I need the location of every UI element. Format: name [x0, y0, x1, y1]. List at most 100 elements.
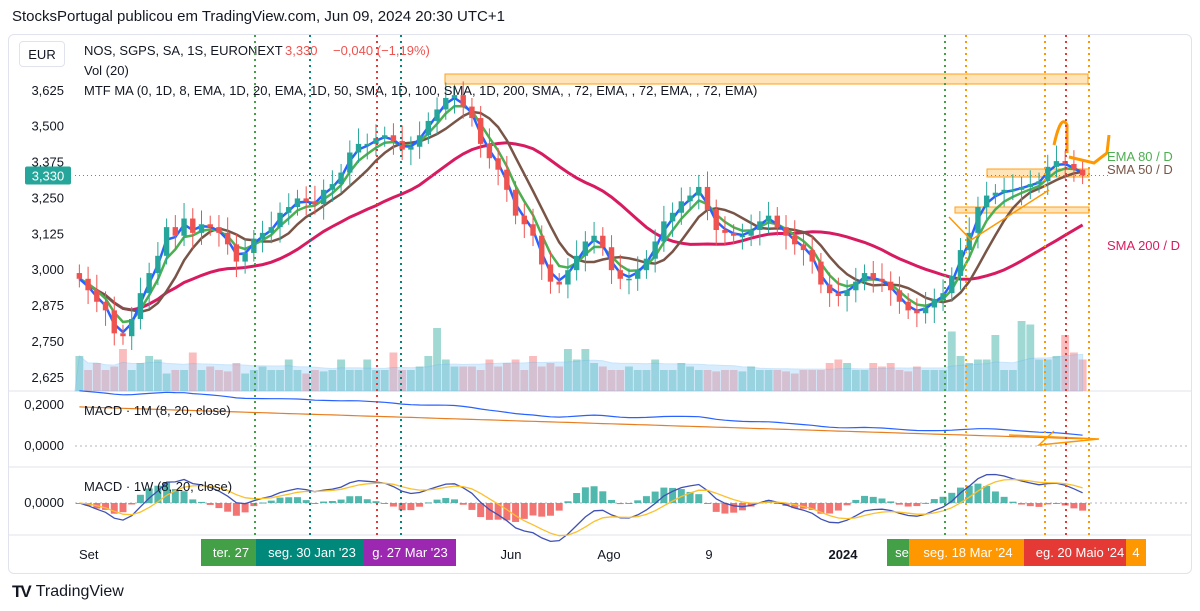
- volume-bar: [982, 359, 991, 391]
- candle-body: [696, 186, 702, 196]
- macd2-hist-bar: [1009, 501, 1017, 503]
- macd1-signal: [79, 406, 1083, 440]
- volume-bar: [703, 370, 712, 391]
- macd2-hist-bar: [189, 499, 197, 503]
- macd2-hist-bar: [616, 503, 624, 505]
- macd2-hist-bar: [267, 500, 275, 503]
- volume-bar: [974, 359, 982, 391]
- macd2-hist-bar: [983, 485, 991, 503]
- volume-bar: [153, 359, 162, 391]
- macd2-hist-bar: [730, 503, 738, 513]
- event-label-text: eg. 20 Maio '24: [1036, 545, 1125, 560]
- macd2-hist-bar: [974, 483, 982, 503]
- candle-body: [774, 215, 780, 228]
- candle-body: [713, 209, 719, 230]
- price-tick: 3,375: [31, 155, 64, 170]
- time-label: 9: [705, 547, 712, 562]
- macd2-hist-bar: [328, 500, 336, 503]
- volume-bar: [1078, 359, 1087, 391]
- macd2-hist-bar: [546, 503, 554, 516]
- candle-body: [163, 227, 170, 256]
- candle-body: [704, 186, 711, 210]
- volume-bar: [860, 370, 869, 391]
- volume-bar: [1000, 370, 1009, 391]
- chart-frame[interactable]: 3,625 3,500 3,375 3,250 3,125 3,000 2,875 2,750…: [8, 34, 1192, 574]
- volume-bar: [415, 366, 424, 391]
- volume-bar: [389, 352, 398, 391]
- candle-body: [146, 273, 152, 294]
- volume-bar: [659, 370, 668, 391]
- volume-bar: [337, 359, 346, 391]
- volume-bar: [625, 366, 633, 391]
- candle-body: [320, 189, 327, 205]
- annotation-curve: [1052, 120, 1069, 153]
- macd2-hist-bar: [590, 486, 598, 503]
- volume-bar: [75, 356, 84, 391]
- currency-badge[interactable]: EUR: [19, 41, 65, 67]
- candle-body: [983, 195, 990, 208]
- volume-bar: [380, 370, 389, 391]
- candle-body: [591, 235, 597, 242]
- candle-body: [931, 298, 938, 308]
- volume-bar: [302, 373, 311, 391]
- macd2-hist-bar: [372, 501, 380, 503]
- volume-bar: [232, 363, 241, 391]
- volume-bar: [668, 370, 677, 391]
- volume-bar: [476, 370, 485, 391]
- price-tick: 3,000: [31, 262, 64, 277]
- macd2-hist-bar: [276, 497, 284, 503]
- ma-label: SMA 200 / D: [1107, 238, 1180, 253]
- price-chart[interactable]: 3,625 3,500 3,375 3,250 3,125 3,000 2,875 2,750…: [9, 35, 1192, 574]
- volume-bar: [441, 359, 450, 391]
- volume-bar: [92, 363, 101, 391]
- candle-body: [853, 281, 859, 291]
- volume-bar: [328, 370, 337, 391]
- volume-bar: [354, 370, 363, 391]
- macd2-label: MACD · 1W (8, 20, close): [84, 479, 232, 494]
- candle-body: [303, 198, 309, 202]
- candle-body: [251, 238, 257, 253]
- volume-bar: [1026, 324, 1035, 391]
- volume-bar: [729, 370, 738, 391]
- volume-bar: [677, 363, 686, 391]
- macd2-hist-bar: [215, 503, 223, 509]
- candle-body: [608, 247, 615, 271]
- candle-body: [1045, 166, 1051, 182]
- volume-ma-area: [74, 353, 1084, 392]
- legend-price: 3,330: [285, 43, 318, 58]
- volume-bar: [1035, 359, 1043, 391]
- tradingview-logo[interactable]: TV TradingView: [12, 582, 124, 602]
- volume-bar: [590, 363, 599, 391]
- candle-body: [722, 230, 728, 233]
- event-label-chip: [364, 539, 456, 566]
- macd2-hist-bar: [198, 501, 205, 503]
- candle-body: [382, 135, 388, 139]
- tradingview-logo-icon: TV: [12, 582, 32, 601]
- volume-bar: [878, 366, 886, 391]
- candle-body: [539, 235, 545, 265]
- macd2-hist-bar: [241, 503, 249, 513]
- volume-bar: [267, 370, 276, 391]
- macd2-hist-bar: [555, 503, 563, 511]
- candle-body: [120, 333, 126, 337]
- event-label-text: se: [895, 545, 909, 560]
- candle-body: [233, 244, 240, 262]
- candle-body: [565, 270, 571, 285]
- macd2-hist-bar: [320, 501, 328, 503]
- macd2-hist-bar: [581, 487, 589, 503]
- candle-body: [861, 273, 868, 282]
- volume-bar: [616, 370, 625, 391]
- event-label-chip: [201, 539, 261, 566]
- candle-body: [940, 293, 946, 299]
- candle-body: [1010, 189, 1016, 192]
- volume-bar: [1052, 356, 1061, 391]
- macd2-hist-bar: [991, 491, 999, 503]
- volume-bar: [912, 366, 921, 391]
- volume-bar: [110, 366, 119, 391]
- macd1-annotation: [1008, 430, 1100, 446]
- macd2-hist-bar: [608, 499, 616, 503]
- volume-bar: [808, 370, 817, 391]
- candle-body: [896, 290, 903, 302]
- macd2-hist-bar: [904, 503, 912, 507]
- ma-label: SMA 50 / D: [1107, 162, 1173, 177]
